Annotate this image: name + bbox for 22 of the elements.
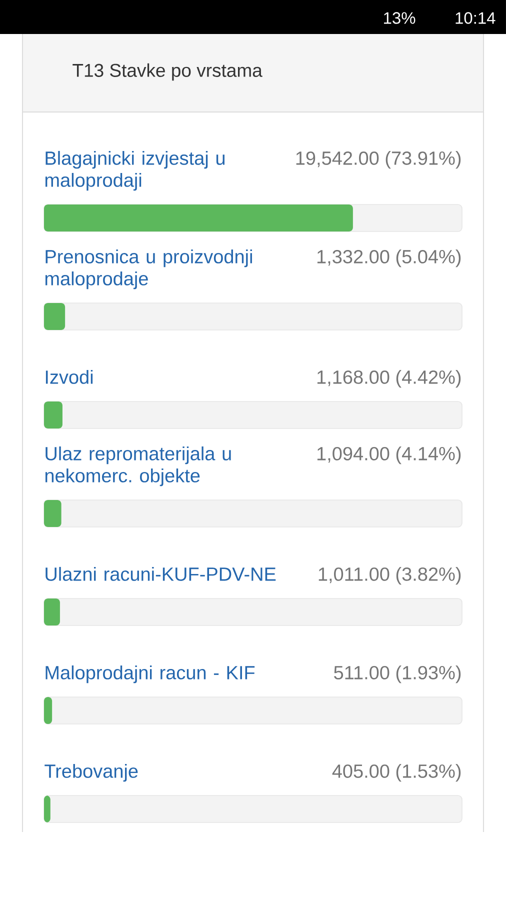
data-label: 1,168.00 (4.42%) [317,370,461,388]
text: 10:14 [456,12,496,24]
y-tick-label: Ulazni racuni-KUF-PDV-NE [46,566,276,581]
bar [44,303,66,330]
data-label: 1,011.00 (3.82%) [318,566,461,585]
chart-title: T13 Stavke po vrstama [72,63,262,81]
data-label: 511.00 (1.93%) [334,665,461,684]
data-label: 405.00 (1.53%) [332,764,461,782]
y-tick-label: Izvodi [46,370,93,384]
bar [44,500,62,528]
y-tick-label: Ulaz repromaterijala u nekomerc. objekte [45,446,231,486]
bar [44,598,60,626]
y-tick-label: Prenosnica u proizvodnji maloprodaje [45,249,252,290]
data-label: 19,542.00 (73.91%) [296,150,461,169]
data-label: 1,094.00 (4.14%) [317,446,461,464]
bar [44,402,62,429]
y-tick-label: Maloprodajni racun - KIF [46,665,255,684]
y-tick-label: Trebovanje [44,764,138,782]
text: 13% [384,12,416,24]
data-label: 1,332.00 (5.04%) [317,249,461,268]
y-tick-label: Blagajnicki izvjestaj u maloprodaji [45,150,225,191]
bar [44,697,52,724]
